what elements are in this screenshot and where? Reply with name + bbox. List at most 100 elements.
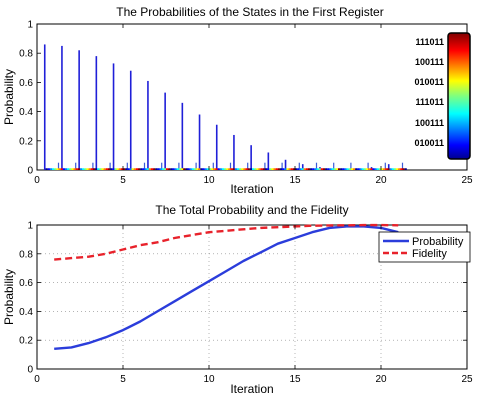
top-baseline-stripe <box>378 168 381 170</box>
top-baseline-stripe <box>92 168 96 170</box>
top-baseline-stripe <box>236 168 240 170</box>
top-baseline-stripe <box>264 168 268 170</box>
top-baseline-stripe <box>346 168 349 170</box>
top-baseline-stripe <box>230 168 233 170</box>
top-baseline-stripe <box>322 168 326 170</box>
top-baseline-stripe <box>97 168 100 170</box>
top-baseline-stripe <box>297 168 300 170</box>
top-bar-small <box>161 162 163 170</box>
top-bar-small <box>178 162 180 170</box>
top-baseline-stripe <box>224 168 227 170</box>
top-baseline-stripe <box>118 168 121 170</box>
top-baseline-stripe <box>327 168 330 170</box>
top-baseline-stripe <box>316 168 319 170</box>
top-baseline-stripe <box>45 168 48 170</box>
top-bar <box>233 134 235 170</box>
top-baseline-stripe <box>310 168 313 170</box>
top-baseline-stripe <box>402 168 405 170</box>
colorbar-label: 010011 <box>414 77 444 87</box>
top-baseline-stripe <box>187 168 190 170</box>
top-bar-small <box>229 162 232 170</box>
top-baseline-stripe <box>241 168 244 170</box>
bottom-chart: The Total Probability and the Fidelity 0… <box>2 203 473 396</box>
top-baseline-stripe <box>133 168 136 170</box>
top-baseline-stripe <box>183 168 186 170</box>
top-baseline-stripe <box>335 168 338 170</box>
top-baseline-stripe <box>60 168 63 170</box>
top-baseline-stripe <box>138 168 141 170</box>
top-baseline-stripe <box>398 168 401 170</box>
top-baseline-stripe <box>273 168 276 170</box>
top-baseline-stripe <box>125 168 128 170</box>
colorbar-label: 010011 <box>414 138 444 148</box>
top-baseline-stripe <box>150 168 154 170</box>
top-baseline-stripe <box>232 168 235 170</box>
top-bar <box>147 80 149 170</box>
top-baseline-stripe <box>73 168 76 170</box>
top-baseline-stripe <box>301 168 304 170</box>
top-baseline-stripe <box>385 168 388 170</box>
top-bar-small <box>281 162 283 170</box>
top-baseline-stripe <box>318 168 321 170</box>
top-ytick-label: 0.4 <box>19 107 33 118</box>
top-baseline-stripe <box>110 168 113 170</box>
top-xtick-label: 20 <box>375 175 387 186</box>
top-bar <box>215 124 218 170</box>
top-baseline-stripe <box>217 168 220 170</box>
top-plot-area <box>36 23 468 171</box>
top-baseline-stripe <box>247 168 250 170</box>
top-baseline-stripe <box>196 168 199 170</box>
top-baseline-stripe <box>213 168 216 170</box>
bottom-ytick-label: 0.2 <box>19 336 33 347</box>
top-baseline-stripe <box>290 168 293 170</box>
top-baseline-stripe <box>355 168 358 170</box>
top-baseline-stripe <box>90 168 93 170</box>
top-baseline-stripe <box>363 168 366 170</box>
top-bar <box>112 63 115 170</box>
bottom-ytick-label: 0.8 <box>19 249 33 260</box>
top-baseline-stripe <box>144 168 147 170</box>
top-baseline-stripe <box>211 168 214 170</box>
top-baseline-stripe <box>140 168 143 170</box>
top-bar-small <box>247 162 249 170</box>
top-bar <box>301 164 304 170</box>
top-baseline-stripe <box>114 168 117 170</box>
top-baseline-stripe <box>120 168 123 170</box>
legend-box <box>378 231 471 263</box>
top-baseline-stripe <box>200 168 203 170</box>
top-baseline-stripe <box>56 168 59 170</box>
top-baseline-stripe <box>258 168 261 170</box>
fidelity-line <box>54 223 399 261</box>
top-baseline-stripe <box>368 168 371 170</box>
top-bar-small <box>109 162 111 170</box>
bottom-ytick-label: 0.4 <box>19 307 33 318</box>
top-baseline-stripe <box>75 168 78 170</box>
top-bar-small <box>298 162 300 170</box>
top-bar-small <box>315 162 318 170</box>
top-baseline-stripe <box>185 168 188 170</box>
top-bar-small <box>212 162 214 170</box>
top-bar <box>284 159 287 170</box>
top-bar <box>164 92 166 170</box>
top-bar <box>61 45 63 170</box>
top-bar <box>198 114 201 170</box>
top-baseline-stripe <box>135 168 139 170</box>
top-baseline-stripe <box>329 168 332 170</box>
legend: Probability Fidelity <box>378 231 471 263</box>
top-baseline-stripe <box>69 168 72 170</box>
top-bar-small <box>195 162 197 170</box>
colorbar <box>447 32 471 160</box>
top-baseline-stripe <box>71 168 74 170</box>
bottom-xtick-label: 0 <box>34 374 40 385</box>
top-baseline-stripe <box>387 168 390 170</box>
top-baseline-stripe <box>189 168 192 170</box>
top-baseline-stripe <box>101 168 104 170</box>
legend-label-probability: Probability <box>412 236 464 248</box>
top-xtick-label: 15 <box>289 175 301 186</box>
top-ytick-label: 1 <box>27 20 33 31</box>
top-baseline-stripe <box>260 168 263 170</box>
top-ytick-label: 0 <box>27 166 33 177</box>
top-bar-small <box>75 162 77 170</box>
top-baseline-stripe <box>112 168 115 170</box>
top-baseline-stripe <box>52 168 55 170</box>
